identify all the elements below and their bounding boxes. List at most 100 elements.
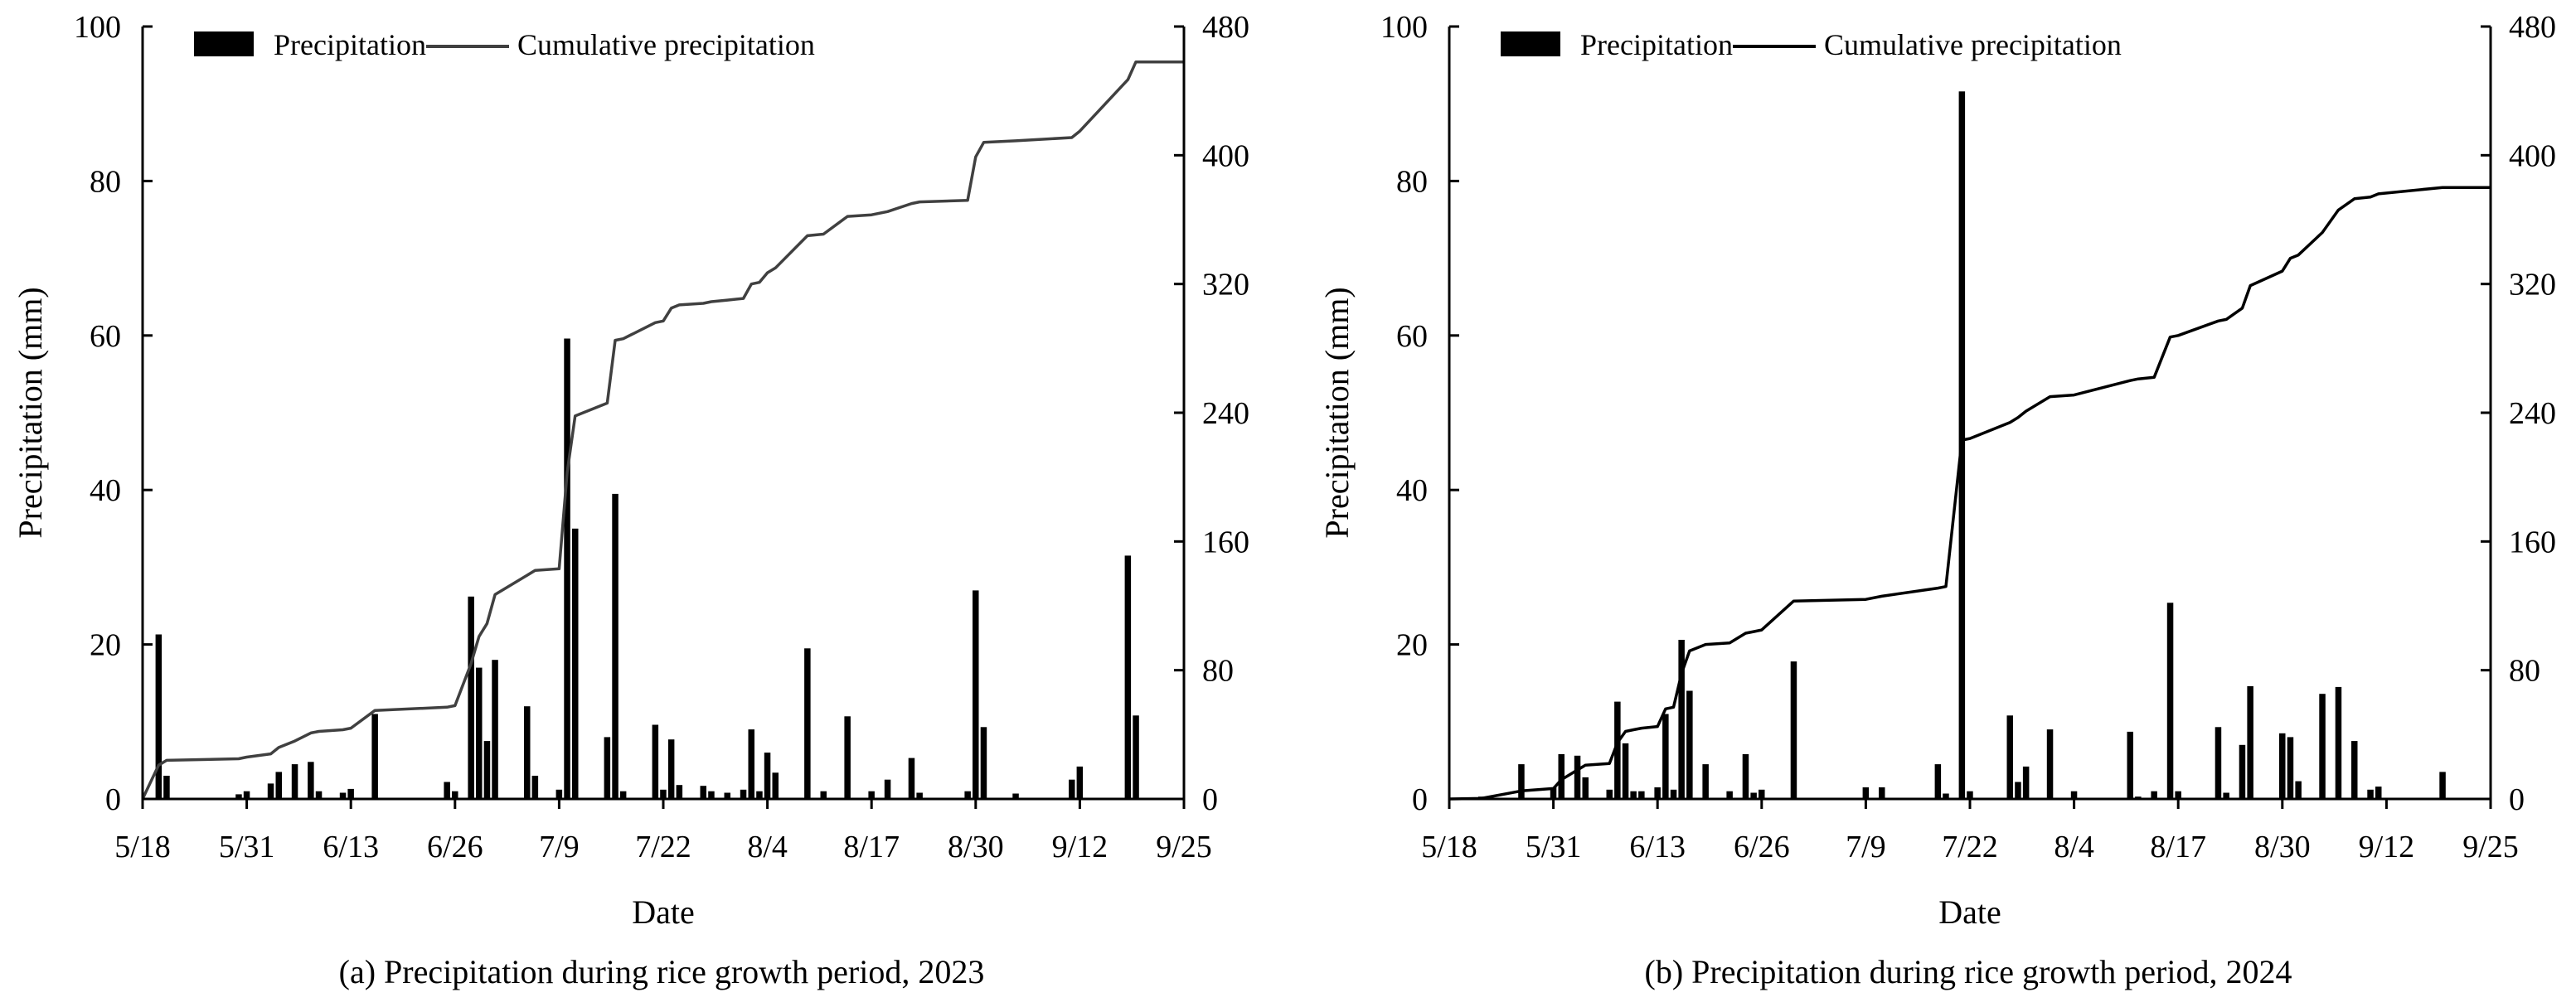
legend: Precipitation Cumulative precipitation	[194, 28, 815, 61]
bar-day-17	[275, 772, 282, 799]
y2-tick-label: 0	[2509, 782, 2525, 817]
bar-day-49	[531, 776, 539, 799]
legend-bar-label: Precipitation	[274, 28, 426, 61]
y-tick-label: 0	[1412, 782, 1428, 817]
y-tick-label: 60	[90, 319, 121, 354]
bar-day-43	[1790, 661, 1797, 799]
y-tick-label: 80	[90, 164, 121, 199]
panel-b: (b) Precipitation during rice growth per…	[1318, 10, 2556, 990]
bar-day-111	[2335, 686, 2342, 799]
bar-day-116	[2375, 787, 2382, 799]
bar-day-96	[2215, 727, 2222, 799]
bar-day-22	[315, 791, 323, 799]
bar-day-44	[492, 660, 498, 799]
cumulative-line	[141, 60, 1184, 800]
bar-day-116	[1069, 779, 1075, 799]
x-tick-label: 5/18	[1421, 830, 1477, 864]
y2-tick-label: 0	[1202, 782, 1218, 817]
y2-tick-label: 80	[2509, 654, 2540, 689]
axes: 0 20 40 60 80 100 0 80 160 240 320 400 480 5/18 5/31 6/…	[74, 10, 1249, 864]
bar-day-65	[660, 789, 667, 799]
y-tick-label: 40	[90, 473, 121, 508]
bar-day-16	[1574, 755, 1581, 799]
bar-day-12	[235, 794, 242, 799]
legend-line-label: Cumulative precipitation	[1824, 28, 2122, 61]
bar-day-76	[748, 729, 754, 799]
bar-day-109	[1012, 793, 1019, 799]
bar-day-79	[772, 772, 779, 799]
bar-day-35	[1726, 791, 1733, 799]
y-axis-title: Precipitation (mm)	[12, 287, 49, 538]
x-tick-label: 9/25	[1156, 830, 1212, 864]
bar-day-90	[2166, 603, 2174, 799]
bar-day-39	[1759, 789, 1765, 799]
x-tick-label: 6/26	[1734, 830, 1790, 864]
bar-day-96	[908, 758, 915, 799]
bar-day-104	[2279, 733, 2286, 799]
bar-day-88	[844, 716, 851, 799]
bar-day-29	[371, 714, 378, 799]
bar-day-61	[1934, 764, 1942, 799]
bar-day-53	[564, 338, 570, 799]
bar-day-88	[2151, 791, 2157, 799]
x-tick-label: 7/22	[1942, 830, 1998, 864]
bar-day-43	[483, 741, 491, 799]
bar-day-83	[804, 648, 811, 799]
bar-day-27	[1662, 714, 1669, 799]
x-tick-label: 6/26	[427, 830, 483, 864]
bar-day-66	[667, 739, 675, 799]
y-tick-label: 20	[1396, 628, 1428, 663]
bar-day-13	[243, 791, 250, 799]
x-tick-label: 6/13	[1629, 830, 1686, 864]
bar-day-113	[2351, 741, 2358, 799]
bar-day-54	[1879, 787, 1885, 799]
y2-tick-label: 160	[2509, 525, 2556, 559]
axes: 0 20 40 60 80 100 0 80 160 240 320 400 480 5/18 5/31 6/…	[1380, 10, 2556, 864]
bar-day-2	[155, 634, 163, 799]
caption-a: (a) Precipitation during rice growth per…	[339, 953, 985, 990]
bar-day-103	[964, 791, 971, 799]
y2-tick-label: 480	[2509, 10, 2556, 45]
bar-day-38	[444, 782, 450, 799]
y-tick-label: 100	[74, 10, 121, 45]
bar-day-117	[1076, 766, 1084, 799]
x-axis-title: Date	[632, 893, 695, 931]
bar-day-38	[1750, 792, 1757, 799]
y-tick-label: 60	[1396, 319, 1428, 354]
bar-day-58	[604, 737, 611, 799]
bar-day-3	[163, 776, 170, 799]
bar-day-62	[1943, 793, 1949, 799]
bar-day-124	[1133, 715, 1139, 799]
bar-day-75	[2046, 729, 2054, 799]
bar-day-25	[339, 792, 347, 799]
bar-day-29	[1678, 640, 1685, 799]
precipitation-bars	[155, 338, 1139, 799]
x-tick-label: 6/13	[323, 830, 379, 864]
y2-tick-label: 400	[2509, 138, 2556, 173]
bar-day-21	[1614, 701, 1621, 799]
x-axis-title: Date	[1938, 893, 2001, 931]
bar-day-54	[572, 528, 579, 799]
x-tick-label: 9/25	[2462, 830, 2519, 864]
bar-day-20	[1606, 789, 1613, 799]
bar-day-115	[2367, 789, 2374, 799]
bar-day-70	[2006, 715, 2013, 799]
bar-day-106	[2295, 781, 2302, 799]
bar-day-13	[1550, 787, 1557, 799]
bar-day-85	[2127, 731, 2133, 799]
bar-day-59	[612, 493, 619, 799]
y-axis-title: Precipitation (mm)	[1318, 287, 1356, 538]
legend-bar-swatch	[1501, 31, 1560, 56]
bar-day-109	[2319, 694, 2326, 799]
y2-tick-label: 320	[2509, 268, 2556, 303]
bar-day-17	[1582, 777, 1589, 799]
bar-day-75	[740, 789, 747, 799]
x-tick-label: 7/22	[635, 830, 691, 864]
bar-day-71	[708, 791, 715, 799]
panel-a: (a) Precipitation during rice growth per…	[12, 10, 1249, 990]
bar-day-65	[1967, 791, 1973, 799]
y2-tick-label: 160	[1202, 525, 1249, 559]
bar-day-71	[2015, 782, 2021, 799]
y-tick-label: 40	[1396, 473, 1428, 508]
